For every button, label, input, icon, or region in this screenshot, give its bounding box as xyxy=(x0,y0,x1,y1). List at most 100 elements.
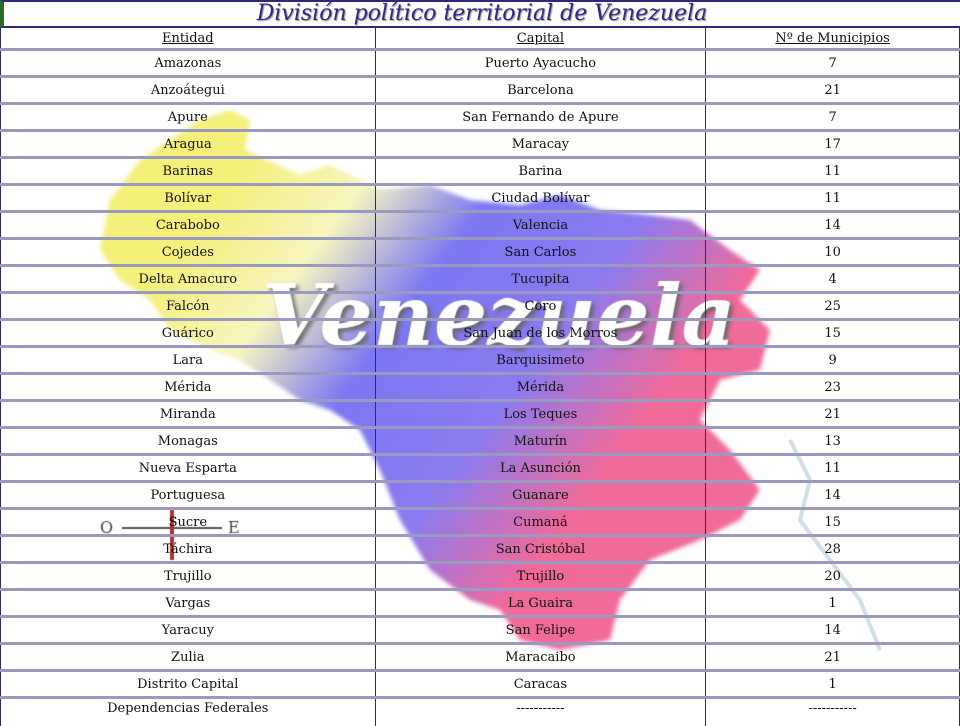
cell-entidad: Amazonas xyxy=(1,50,376,77)
cell-entidad: Miranda xyxy=(1,401,376,428)
header-capital: Capital xyxy=(375,28,706,50)
cell-municipios: 7 xyxy=(706,104,960,131)
cell-municipios: 21 xyxy=(706,401,960,428)
cell-capital: Ciudad Bolívar xyxy=(375,185,706,212)
header-entidad: Entidad xyxy=(1,28,376,50)
header-municipios: Nº de Municipios xyxy=(706,28,960,50)
cell-capital: Barquisimeto xyxy=(375,347,706,374)
cell-capital: Los Teques xyxy=(375,401,706,428)
cell-municipios: 1 xyxy=(706,590,960,617)
cell-entidad: Yaracuy xyxy=(1,617,376,644)
cell-municipios: 11 xyxy=(706,455,960,482)
cell-municipios: 25 xyxy=(706,293,960,320)
cell-municipios: 15 xyxy=(706,509,960,536)
cell-municipios: ----------- xyxy=(706,698,960,726)
cell-entidad: Dependencias Federales xyxy=(1,698,376,726)
cell-capital: ----------- xyxy=(375,698,706,726)
cell-entidad: Bolívar xyxy=(1,185,376,212)
cell-municipios: 23 xyxy=(706,374,960,401)
cell-capital: Guanare xyxy=(375,482,706,509)
cell-municipios: 20 xyxy=(706,563,960,590)
cell-entidad: Apure xyxy=(1,104,376,131)
cell-capital: San Juan de los Morros xyxy=(375,320,706,347)
cell-municipios: 9 xyxy=(706,347,960,374)
states-table: Entidad Capital Nº de Municipios Amazona… xyxy=(0,28,960,726)
cell-municipios: 14 xyxy=(706,212,960,239)
cell-entidad: Táchira xyxy=(1,536,376,563)
cell-entidad: Distrito Capital xyxy=(1,671,376,698)
cell-entidad: Sucre xyxy=(1,509,376,536)
cell-capital: Puerto Ayacucho xyxy=(375,50,706,77)
cell-municipios: 15 xyxy=(706,320,960,347)
cell-entidad: Anzoátegui xyxy=(1,77,376,104)
cell-capital: San Cristóbal xyxy=(375,536,706,563)
cell-municipios: 21 xyxy=(706,77,960,104)
cell-entidad: Falcón xyxy=(1,293,376,320)
cell-entidad: Zulia xyxy=(1,644,376,671)
cell-entidad: Aragua xyxy=(1,131,376,158)
cell-capital: Trujillo xyxy=(375,563,706,590)
cell-municipios: 14 xyxy=(706,617,960,644)
cell-entidad: Portuguesa xyxy=(1,482,376,509)
cell-capital: Barina xyxy=(375,158,706,185)
cell-municipios: 10 xyxy=(706,239,960,266)
cell-entidad: Delta Amacuro xyxy=(1,266,376,293)
cell-municipios: 21 xyxy=(706,644,960,671)
cell-municipios: 11 xyxy=(706,185,960,212)
cell-entidad: Carabobo xyxy=(1,212,376,239)
cell-capital: Maracaibo xyxy=(375,644,706,671)
cell-capital: Maturín xyxy=(375,428,706,455)
cell-capital: Tucupita xyxy=(375,266,706,293)
cell-capital: Caracas xyxy=(375,671,706,698)
cell-capital: San Fernando de Apure xyxy=(375,104,706,131)
cell-capital: Mérida xyxy=(375,374,706,401)
cell-entidad: Trujillo xyxy=(1,563,376,590)
cell-municipios: 4 xyxy=(706,266,960,293)
cell-capital: Valencia xyxy=(375,212,706,239)
cell-entidad: Cojedes xyxy=(1,239,376,266)
page-title: División político territorial de Venezue… xyxy=(0,0,960,28)
cell-municipios: 13 xyxy=(706,428,960,455)
cell-entidad: Monagas xyxy=(1,428,376,455)
cell-capital: Cumaná xyxy=(375,509,706,536)
cell-entidad: Nueva Esparta xyxy=(1,455,376,482)
cell-entidad: Lara xyxy=(1,347,376,374)
cell-municipios: 14 xyxy=(706,482,960,509)
cell-municipios: 11 xyxy=(706,158,960,185)
cell-entidad: Vargas xyxy=(1,590,376,617)
table-row: Dependencias Federales------------------… xyxy=(1,698,960,726)
cell-capital: San Carlos xyxy=(375,239,706,266)
cell-capital: Maracay xyxy=(375,131,706,158)
cell-capital: La Guaira xyxy=(375,590,706,617)
cell-entidad: Guárico xyxy=(1,320,376,347)
table-header-row: Entidad Capital Nº de Municipios xyxy=(1,28,960,50)
cell-municipios: 17 xyxy=(706,131,960,158)
cell-municipios: 28 xyxy=(706,536,960,563)
cell-capital: Barcelona xyxy=(375,77,706,104)
cell-entidad: Barinas xyxy=(1,158,376,185)
cell-capital: San Felipe xyxy=(375,617,706,644)
